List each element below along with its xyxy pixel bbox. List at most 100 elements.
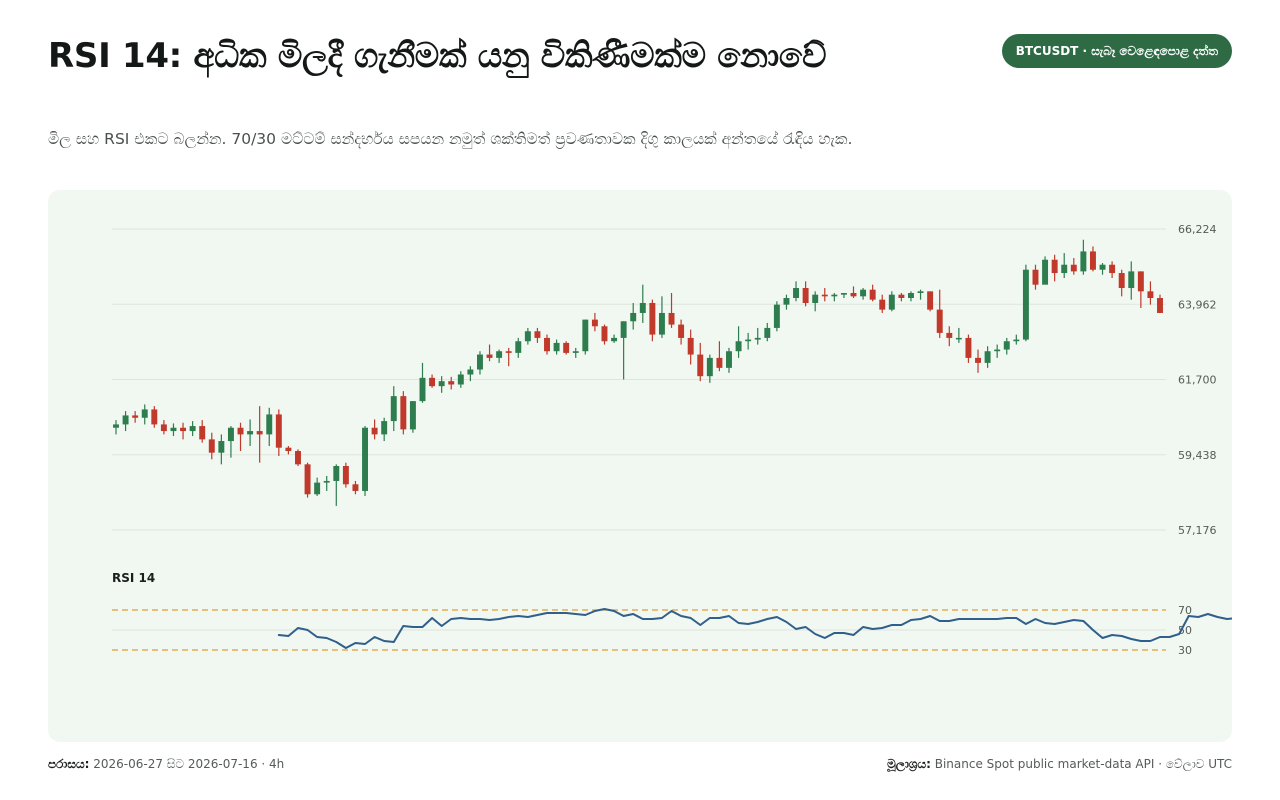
candle (1157, 294, 1163, 313)
candle-body (1022, 269, 1029, 340)
price-tick-label: 61,700 (1178, 374, 1217, 387)
candle (706, 354, 713, 383)
candle (323, 475, 330, 491)
candle (773, 301, 780, 332)
rsi-tick-label: 30 (1178, 644, 1192, 657)
candle (467, 366, 474, 382)
rsi-grid: 30 50 70 (112, 604, 1192, 657)
candle-body (199, 426, 206, 440)
candle-body (371, 427, 378, 435)
candle (304, 462, 311, 498)
candle (247, 419, 254, 447)
candle (113, 420, 119, 435)
candle (965, 334, 972, 363)
candle (802, 281, 809, 307)
candle (381, 417, 388, 442)
candle (448, 376, 455, 390)
candle-body (333, 465, 340, 481)
candle (170, 423, 177, 437)
candle-body (1109, 264, 1116, 274)
candle-body (936, 309, 943, 333)
candle (793, 281, 800, 302)
candle (630, 302, 637, 330)
candle (697, 342, 704, 382)
candle (371, 419, 378, 440)
candle (975, 349, 981, 373)
candle (496, 349, 503, 363)
candle-body (793, 288, 800, 298)
candle (275, 409, 282, 457)
candle-body (304, 464, 311, 495)
candle-body (496, 351, 503, 358)
page-subtitle: මිල සහ RSI එකට බලන්න. 70/30 මට්ටම් සන්දර… (48, 130, 853, 148)
candle (141, 404, 148, 425)
range-label: පරාසය: (48, 757, 90, 771)
candle (314, 477, 321, 496)
candle-body (170, 427, 177, 432)
candle (831, 293, 838, 302)
candle (132, 411, 139, 423)
chart-svg: 57,176 59,438 61,700 63,962 66,224 RSI 14 30 50… (112, 223, 1232, 657)
candle-body (1118, 273, 1125, 289)
candle (1042, 256, 1049, 285)
candle (821, 288, 828, 302)
candle (984, 346, 991, 368)
candle-body (955, 337, 962, 340)
candle-body (946, 332, 953, 338)
candle-body (113, 424, 119, 428)
candle (409, 401, 416, 433)
candle-body (160, 424, 167, 432)
candle (419, 362, 426, 403)
candle-body (534, 331, 541, 338)
page-title: RSI 14: අධික මිලදී ගැනීමක් යනු විකිණීමක්… (48, 36, 827, 76)
candle-body (467, 369, 474, 375)
candles (113, 239, 1163, 506)
candle-body (227, 427, 234, 442)
candle (1070, 258, 1077, 275)
candle-body (515, 341, 522, 353)
candle-body (256, 431, 263, 435)
candle (572, 347, 579, 358)
candle (1022, 264, 1029, 342)
candle-body (908, 293, 914, 298)
candle-body (620, 321, 627, 338)
candle (687, 329, 694, 365)
candle (208, 432, 215, 460)
candle (534, 327, 541, 343)
candle-body (831, 294, 838, 297)
candle (908, 291, 914, 302)
candle (505, 347, 512, 367)
candle-body (879, 299, 886, 310)
symbol-badge: BTCUSDT · සැබෑ වෙළෙඳපොළ දත්ත (1001, 34, 1232, 68)
candle-body (668, 312, 675, 325)
candle-body (1013, 339, 1020, 342)
candle (888, 291, 895, 312)
candle (1089, 246, 1096, 272)
candle (678, 319, 685, 345)
candle (1128, 261, 1135, 300)
candle-body (266, 414, 273, 435)
candle (754, 327, 761, 345)
candle (390, 386, 397, 432)
candle-body (208, 439, 215, 453)
source-label: මූලාශ්‍රය: (887, 757, 931, 771)
candle (1147, 281, 1154, 305)
candle-body (141, 409, 148, 418)
candle (122, 411, 129, 432)
candle (151, 406, 158, 428)
candle-body (591, 319, 598, 327)
candle-body (323, 480, 330, 483)
candle-body (1042, 259, 1049, 285)
candle (936, 289, 943, 338)
candle (927, 291, 934, 312)
candle-body (706, 357, 713, 377)
candle-body (812, 294, 819, 303)
candle-body (898, 294, 905, 298)
candle-body (965, 337, 972, 358)
candle (955, 327, 962, 343)
candle-body (151, 409, 158, 425)
candle (295, 449, 301, 466)
candle-body (247, 431, 254, 435)
candle (438, 376, 445, 393)
candle-body (821, 294, 828, 297)
